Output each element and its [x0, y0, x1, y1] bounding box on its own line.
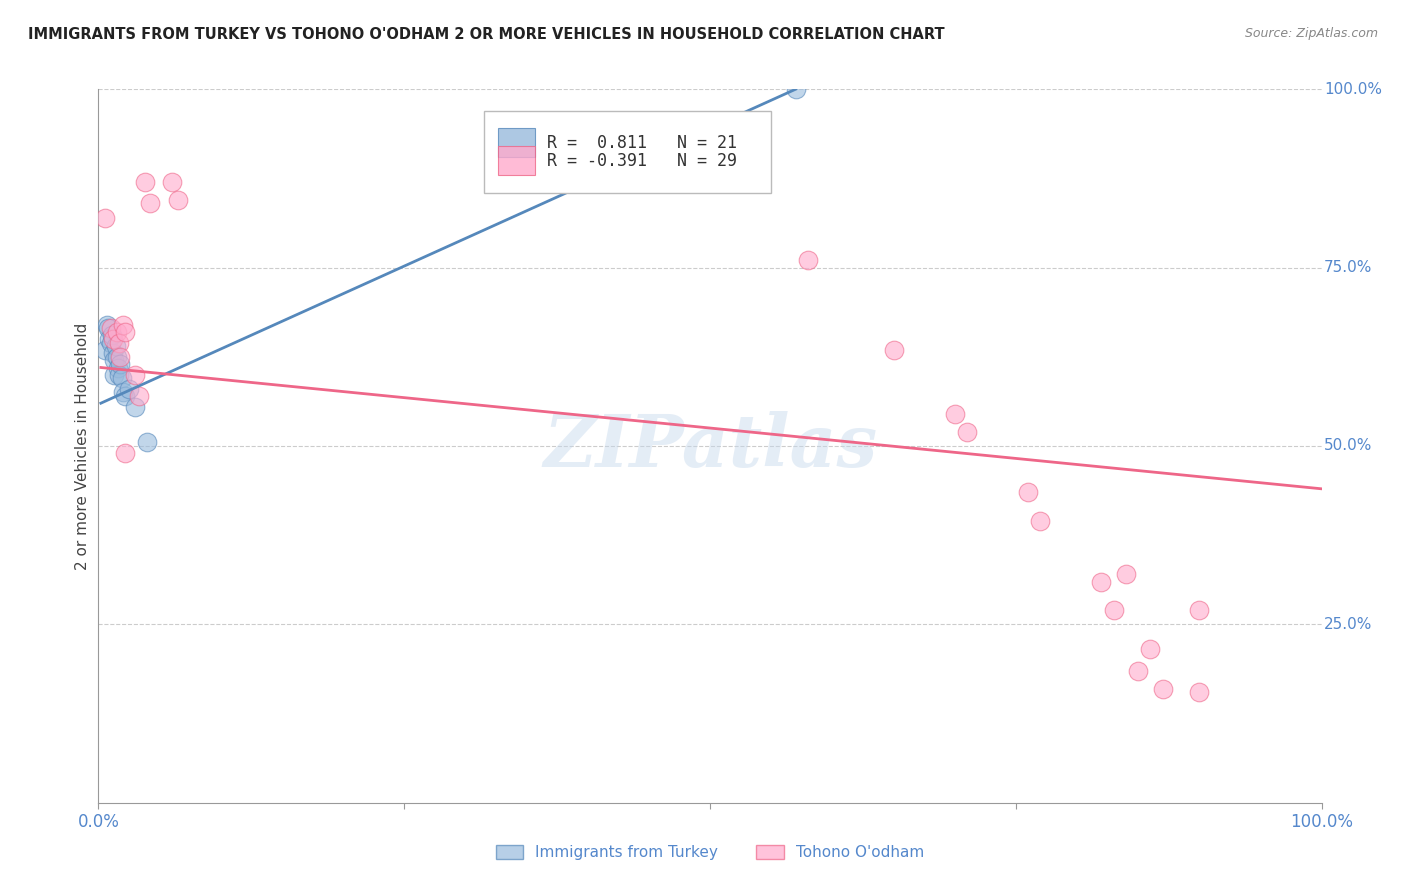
FancyBboxPatch shape	[498, 128, 536, 157]
Point	[98, 332, 121, 346]
Text: 25.0%: 25.0%	[1324, 617, 1372, 632]
Point	[797, 253, 820, 268]
Point	[1128, 664, 1150, 678]
Point	[97, 321, 120, 335]
Point	[100, 335, 122, 350]
Point	[103, 353, 125, 368]
Text: 100.0%: 100.0%	[1324, 82, 1382, 96]
FancyBboxPatch shape	[484, 111, 772, 193]
Point	[111, 318, 134, 332]
Point	[136, 435, 159, 450]
Point	[93, 343, 115, 357]
Point	[105, 350, 128, 364]
Text: ZIPatlas: ZIPatlas	[543, 410, 877, 482]
Y-axis label: 2 or more Vehicles in Household: 2 or more Vehicles in Household	[75, 322, 90, 570]
Point	[107, 360, 129, 375]
Point	[1115, 567, 1137, 582]
Point	[883, 343, 905, 357]
Point	[124, 368, 146, 382]
Point	[111, 371, 134, 385]
Point	[100, 321, 122, 335]
Point	[114, 446, 136, 460]
Point	[1139, 642, 1161, 657]
Point	[110, 357, 132, 371]
Point	[111, 385, 134, 400]
Point	[104, 339, 127, 353]
Legend: Immigrants from Turkey, Tohono O'odham: Immigrants from Turkey, Tohono O'odham	[489, 839, 931, 866]
Point	[1188, 603, 1211, 617]
Point	[134, 175, 156, 189]
Point	[785, 82, 807, 96]
Text: R = -0.391   N = 29: R = -0.391 N = 29	[547, 152, 737, 169]
Point	[96, 318, 118, 332]
Point	[956, 425, 979, 439]
Point	[160, 175, 183, 189]
Point	[943, 407, 966, 421]
Point	[114, 325, 136, 339]
Point	[114, 389, 136, 403]
Point	[101, 332, 124, 346]
Point	[93, 211, 115, 225]
Point	[118, 382, 141, 396]
Text: R =  0.811   N = 21: R = 0.811 N = 21	[547, 134, 737, 152]
Point	[167, 193, 190, 207]
FancyBboxPatch shape	[498, 146, 536, 175]
Point	[110, 350, 132, 364]
Point	[1017, 485, 1039, 500]
Point	[103, 368, 125, 382]
Point	[124, 400, 146, 414]
Point	[1188, 685, 1211, 699]
Point	[1102, 603, 1125, 617]
Point	[108, 335, 131, 350]
Point	[101, 328, 124, 343]
Text: 75.0%: 75.0%	[1324, 260, 1372, 275]
Point	[105, 325, 128, 339]
Text: Source: ZipAtlas.com: Source: ZipAtlas.com	[1244, 27, 1378, 40]
Point	[1152, 681, 1174, 696]
Text: IMMIGRANTS FROM TURKEY VS TOHONO O'ODHAM 2 OR MORE VEHICLES IN HOUSEHOLD CORRELA: IMMIGRANTS FROM TURKEY VS TOHONO O'ODHAM…	[28, 27, 945, 42]
Point	[1090, 574, 1112, 589]
Point	[139, 196, 162, 211]
Point	[128, 389, 150, 403]
Text: 50.0%: 50.0%	[1324, 439, 1372, 453]
Point	[108, 368, 131, 382]
Point	[1029, 514, 1052, 528]
Point	[101, 346, 124, 360]
